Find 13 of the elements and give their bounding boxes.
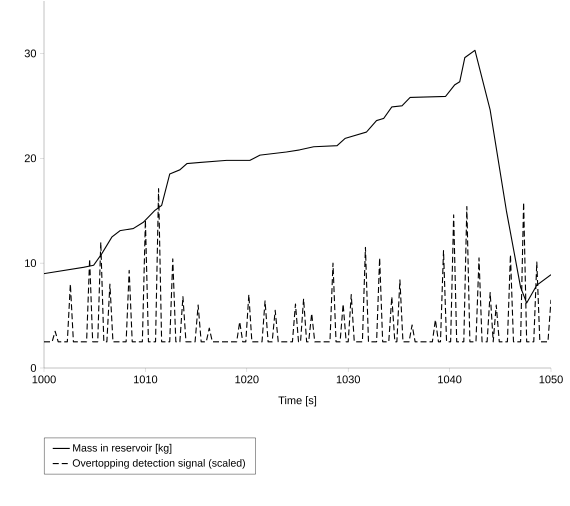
legend-label: Mass in reservoir [kg]: [73, 444, 172, 454]
y-tick-label: 30: [24, 50, 36, 58]
legend-label: Overtopping detection signal (scaled): [72, 459, 245, 469]
x-axis-title: Time [s]: [278, 396, 316, 406]
x-tick-label: 1010: [134, 376, 158, 384]
x-tick-label: 1040: [438, 376, 462, 384]
y-tick-label: 20: [24, 154, 36, 162]
x-tick-label: 1030: [336, 376, 360, 384]
x-tick-label: 1050: [540, 376, 563, 384]
y-tick-label: 10: [25, 259, 36, 268]
x-tick-label: 1000: [32, 376, 56, 384]
y-tick-label: 0: [30, 364, 36, 372]
x-tick-label: 1020: [235, 376, 259, 384]
